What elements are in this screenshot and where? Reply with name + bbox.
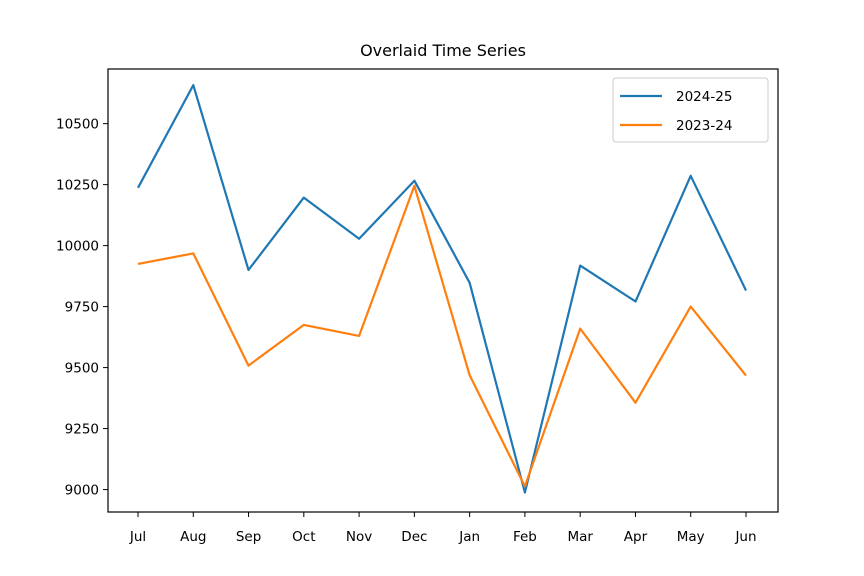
x-tick-label: Feb <box>513 529 537 545</box>
series-line-2024-25 <box>137 83 747 494</box>
x-tick-label: Aug <box>180 529 206 545</box>
axis-ticks: 9000 9250 9500 9750 10000 10250 10500 Jul Aug Sep… <box>56 117 757 545</box>
x-tick-label: Jun <box>734 529 756 545</box>
y-tick-label: 9750 <box>65 300 99 316</box>
y-tick-label: 9000 <box>65 483 99 499</box>
legend-label: 2023-24 <box>676 118 732 134</box>
legend-label: 2024-25 <box>676 89 732 105</box>
y-tick-label: 10000 <box>56 239 99 255</box>
x-tick-label: Sep <box>236 529 261 545</box>
x-tick-label: Oct <box>292 529 315 545</box>
y-tick-label: 10250 <box>56 178 99 194</box>
y-tick-label: 9500 <box>65 361 99 377</box>
legend: 2024-25 2023-24 <box>612 77 769 143</box>
y-tick-label: 10500 <box>56 117 99 133</box>
series-line-2023-24 <box>137 184 747 488</box>
plot-frame <box>107 68 779 513</box>
x-tick-label: May <box>677 529 705 545</box>
x-tick-label: Jan <box>458 529 480 545</box>
x-tick-label: Nov <box>346 529 372 545</box>
x-tick-label: Apr <box>624 529 648 545</box>
x-tick-label: Jul <box>129 529 146 545</box>
x-tick-label: Mar <box>567 529 593 545</box>
chart-title: Overlaid Time Series <box>360 41 526 60</box>
series-lines <box>137 83 747 494</box>
x-tick-label: Dec <box>401 529 427 545</box>
y-tick-label: 9250 <box>65 422 99 438</box>
